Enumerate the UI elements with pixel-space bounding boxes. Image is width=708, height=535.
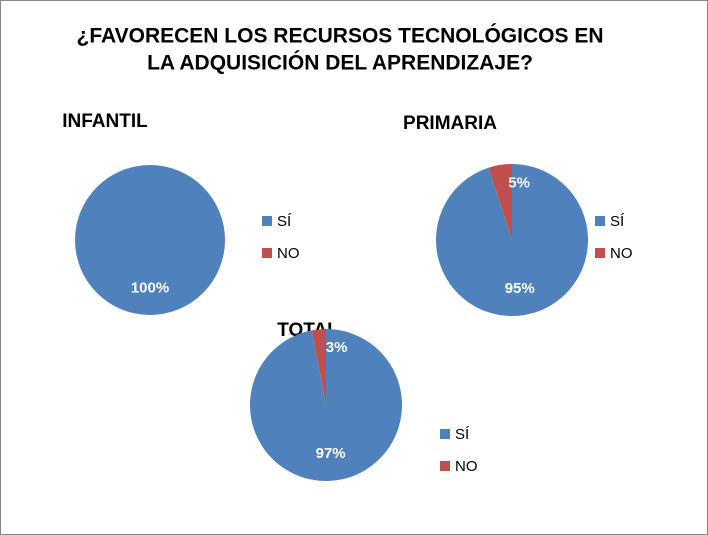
legend-label: SÍ [455,426,470,443]
pie-slice [436,164,588,317]
data-label: 95% [505,280,535,297]
pie-title: PRIMARIA [403,113,497,134]
legend-label: NO [455,458,478,475]
pie-slice [249,329,402,482]
pie-slice [488,164,512,240]
pie-slice [75,165,225,315]
data-label: 97% [316,445,346,462]
chart-title: LA ADQUISICIÓN DEL APRENDIZAJE? [147,51,533,75]
data-label: 100% [131,280,169,297]
data-label: 5% [508,175,530,192]
legend-swatch [595,216,605,226]
legend-label: NO [610,245,633,262]
legend-swatch [262,216,272,226]
data-label: 3% [326,339,348,356]
legend-label: SÍ [277,213,292,230]
legend-swatch [440,429,450,439]
legend-swatch [262,248,272,258]
legend-swatch [440,461,450,471]
legend-label: SÍ [610,213,625,230]
pie-title: INFANTIL [62,111,148,132]
legend-label: NO [277,245,300,262]
legend-swatch [595,248,605,258]
chart-title: ¿FAVORECEN LOS RECURSOS TECNOLÓGICOS EN [77,24,604,48]
pie-slice [311,329,326,405]
